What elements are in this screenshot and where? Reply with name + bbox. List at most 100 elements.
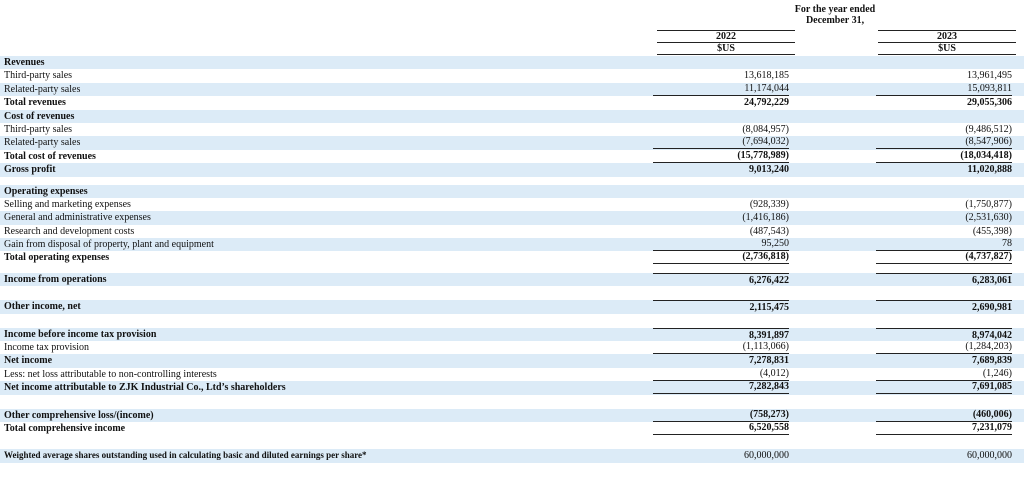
row-label: Other comprehensive loss/(income)	[4, 409, 154, 421]
value-2022: (8,084,957)	[742, 123, 789, 135]
value-2023: 11,020,888	[967, 164, 1012, 176]
value-2022: 7,278,831	[749, 355, 789, 367]
row-label: Total operating expenses	[4, 252, 110, 264]
value-2022: 6,276,422	[653, 272, 789, 287]
table-row: Cost of revenues	[0, 109, 1024, 123]
table-row: Related-party sales (7,694,032) (8,547,9…	[0, 136, 1024, 150]
table-row: Weighted average shares outstanding used…	[0, 449, 1024, 463]
table-row: Income tax provision (1,113,066) (1,284,…	[0, 341, 1024, 355]
value-2023: (460,006)	[876, 409, 1012, 422]
row-label: Other income, net	[4, 301, 81, 313]
value-2023: 7,691,085	[876, 381, 1012, 395]
statement-table: Revenues Third-party sales 13,618,185 13…	[0, 56, 1024, 463]
table-row: Other income, net 2,115,475 2,690,981	[0, 300, 1024, 314]
row-label: General and administrative expenses	[4, 212, 151, 224]
value-2023: 7,231,079	[876, 422, 1012, 435]
spacer	[0, 395, 1024, 409]
table-row: Other comprehensive loss/(income) (758,2…	[0, 408, 1024, 422]
value-2023: 15,093,811	[876, 83, 1012, 96]
row-label: Operating expenses	[4, 185, 88, 197]
value-2022: 24,792,229	[744, 97, 789, 109]
row-label: Related-party sales	[4, 83, 81, 95]
table-row: Gain from disposal of property, plant an…	[0, 238, 1024, 252]
value-2022: 2,115,475	[653, 300, 789, 314]
value-2022: 7,282,843	[653, 381, 789, 395]
row-label: Income before income tax provision	[4, 328, 157, 340]
row-label: Income from operations	[4, 273, 107, 285]
period-line1: For the year ended	[794, 4, 876, 15]
col1-year: 2022	[657, 30, 795, 43]
table-row: Operating expenses	[0, 184, 1024, 198]
value-2022: (7,694,032)	[653, 136, 789, 150]
col2-year: 2023	[878, 30, 1016, 43]
value-2023: 78	[876, 238, 1012, 252]
row-label: Net income	[4, 355, 53, 367]
row-label: Total cost of revenues	[4, 150, 96, 162]
col2-unit: $US	[878, 43, 1016, 55]
value-2023: 29,055,306	[967, 97, 1012, 109]
value-2023: (8,547,906)	[876, 136, 1012, 150]
table-row: Gross profit 9,013,240 11,020,888	[0, 163, 1024, 177]
row-label: Gross profit	[4, 164, 56, 176]
value-2022: (487,543)	[749, 225, 789, 237]
column-header-2022: 2022 $US	[657, 30, 795, 55]
value-2023: (1,750,877)	[965, 198, 1012, 210]
row-label: Selling and marketing expenses	[4, 198, 131, 210]
period-line2: December 31,	[805, 15, 865, 26]
table-row: Research and development costs (487,543)…	[0, 225, 1024, 238]
spacer	[0, 177, 1024, 185]
value-2023: (4,737,827)	[876, 251, 1012, 265]
value-2022: 60,000,000	[744, 450, 789, 462]
row-label: Weighted average shares outstanding used…	[4, 450, 367, 461]
value-2023: (18,034,418)	[876, 150, 1012, 163]
value-2022: (928,339)	[749, 198, 789, 210]
row-label: Net income attributable to ZJK Industria…	[4, 382, 286, 394]
value-2023: 7,689,839	[972, 355, 1012, 367]
spacer	[0, 435, 1024, 449]
table-row: Total revenues 24,792,229 29,055,306	[0, 96, 1024, 109]
value-2023: (455,398)	[972, 225, 1012, 237]
table-row: Related-party sales 11,174,044 15,093,81…	[0, 82, 1024, 97]
row-label: Research and development costs	[4, 225, 135, 237]
value-2023: (9,486,512)	[965, 123, 1012, 135]
row-label: Cost of revenues	[4, 110, 75, 122]
row-label: Third-party sales	[4, 70, 73, 82]
table-row: Total comprehensive income 6,520,558 7,2…	[0, 422, 1024, 435]
value-2022: 9,013,240	[749, 164, 789, 176]
row-label: Third-party sales	[4, 123, 73, 135]
row-label: Total revenues	[4, 97, 66, 109]
table-row: Income from operations 6,276,422 6,283,0…	[0, 272, 1024, 287]
value-2022: (1,416,186)	[742, 212, 789, 224]
value-2023: (1,284,203)	[876, 341, 1012, 355]
row-label: Gain from disposal of property, plant an…	[4, 239, 214, 251]
table-row: Net income 7,278,831 7,689,839	[0, 354, 1024, 368]
value-2022: (2,736,818)	[653, 251, 789, 265]
value-2022: 13,618,185	[744, 70, 789, 82]
value-2023: 6,283,061	[876, 272, 1012, 287]
column-header-2023: 2023 $US	[878, 30, 1016, 55]
value-2023: 60,000,000	[967, 450, 1012, 462]
row-label: Income tax provision	[4, 342, 89, 354]
spacer	[0, 314, 1024, 328]
table-row: Third-party sales 13,618,185 13,961,495	[0, 69, 1024, 82]
value-2022: 11,174,044	[653, 83, 789, 96]
table-row: Revenues	[0, 56, 1024, 70]
table-row: Total operating expenses (2,736,818) (4,…	[0, 251, 1024, 265]
spacer	[0, 265, 1024, 273]
value-2023: 8,974,042	[876, 327, 1012, 342]
spacer	[0, 286, 1024, 300]
value-2022: 6,520,558	[653, 422, 789, 435]
value-2022: 8,391,897	[653, 327, 789, 342]
value-2022: (15,778,989)	[653, 150, 789, 163]
table-row: Income before income tax provision 8,391…	[0, 327, 1024, 342]
table-row: Third-party sales (8,084,957) (9,486,512…	[0, 123, 1024, 136]
table-row: Net income attributable to ZJK Industria…	[0, 381, 1024, 395]
row-label: Less: net loss attributable to non-contr…	[4, 368, 217, 380]
col1-unit: $US	[657, 43, 795, 55]
table-row: Total cost of revenues (15,778,989) (18,…	[0, 150, 1024, 163]
value-2022: (758,273)	[653, 409, 789, 422]
table-row: General and administrative expenses (1,4…	[0, 211, 1024, 225]
value-2023: 13,961,495	[967, 70, 1012, 82]
period-header: For the year ended December 31,	[740, 4, 930, 26]
